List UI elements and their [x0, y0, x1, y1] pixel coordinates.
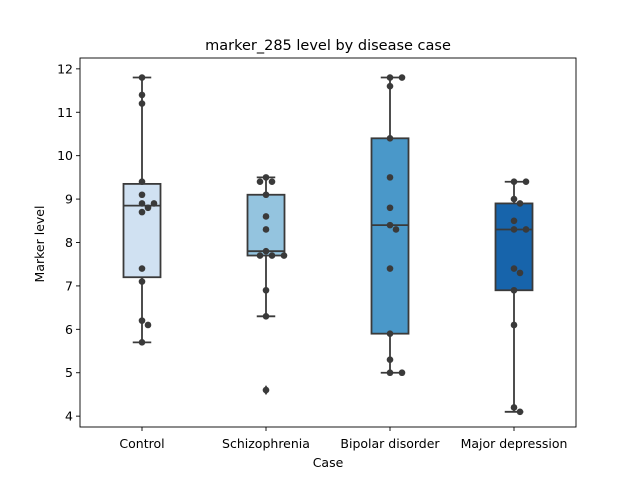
y-tick-label: 6: [65, 322, 73, 337]
box-control: [122, 182, 162, 279]
data-point: [144, 321, 152, 329]
data-point: [510, 226, 518, 233]
data-point: [262, 191, 270, 199]
data-point: [256, 252, 264, 259]
y-tick-label: 12: [57, 61, 73, 76]
y-tick-label: 8: [65, 235, 73, 250]
box-schizophrenia: [246, 193, 286, 257]
data-point: [268, 252, 276, 259]
x-tick-label: Control: [119, 436, 164, 451]
data-point: [150, 200, 158, 207]
data-point: [262, 313, 270, 320]
plot-area: 4 5 6 7 8 9 10 11 12 Control Schizophrenia Bipolar …: [57, 57, 577, 451]
data-point: [510, 404, 518, 411]
y-axis-label: Marker level: [32, 206, 47, 283]
data-point: [386, 74, 394, 81]
data-point: [262, 174, 270, 181]
data-point: [256, 178, 264, 186]
data-point: [138, 100, 146, 107]
data-point: [138, 278, 146, 285]
data-point: [386, 330, 394, 337]
data-point: [386, 356, 394, 364]
data-point: [386, 82, 394, 90]
data-point: [138, 191, 146, 199]
y-tick-label: 11: [57, 105, 73, 120]
data-point: [138, 178, 146, 186]
data-point: [138, 74, 146, 81]
data-point: [392, 226, 400, 233]
data-point: [510, 265, 518, 272]
data-point: [522, 178, 530, 186]
data-point: [522, 226, 530, 233]
data-point: [510, 286, 518, 294]
x-tick-label: Bipolar disorder: [340, 436, 440, 451]
data-point: [516, 269, 524, 277]
data-point: [262, 386, 270, 394]
data-point: [262, 286, 270, 294]
data-point: [262, 247, 270, 255]
data-point: [386, 135, 394, 142]
data-point: [386, 221, 394, 229]
x-axis-label: Case: [313, 455, 344, 470]
chart-title: marker_285 level by disease case: [205, 38, 451, 54]
data-point: [138, 339, 146, 346]
data-point: [386, 265, 394, 272]
box-bipolar-disorder: [370, 137, 410, 335]
data-point: [510, 217, 518, 225]
data-point: [510, 178, 518, 186]
x-tick-label: Major depression: [461, 436, 568, 451]
data-point: [386, 369, 394, 377]
y-tick-label: 5: [65, 365, 73, 380]
data-point: [138, 317, 146, 324]
data-point: [138, 265, 146, 272]
data-point: [516, 200, 524, 207]
data-point: [510, 195, 518, 203]
data-point: [138, 200, 146, 207]
data-point: [386, 174, 394, 181]
data-point: [262, 226, 270, 233]
y-tick-label: 4: [65, 409, 73, 424]
y-tick-label: 7: [65, 278, 73, 293]
data-point: [268, 178, 276, 186]
y-tick-label: 9: [65, 192, 73, 207]
data-point: [510, 321, 518, 329]
data-point: [262, 213, 270, 220]
data-point: [144, 204, 152, 212]
data-point: [386, 204, 394, 212]
data-point: [280, 252, 288, 259]
data-point: [398, 369, 406, 377]
data-point: [398, 74, 406, 81]
data-point: [138, 91, 146, 99]
x-tick-label: Schizophrenia: [222, 436, 310, 451]
box-major-depression: [494, 202, 534, 292]
y-tick-label: 10: [57, 148, 73, 163]
data-point: [516, 408, 524, 416]
data-point: [138, 208, 146, 216]
